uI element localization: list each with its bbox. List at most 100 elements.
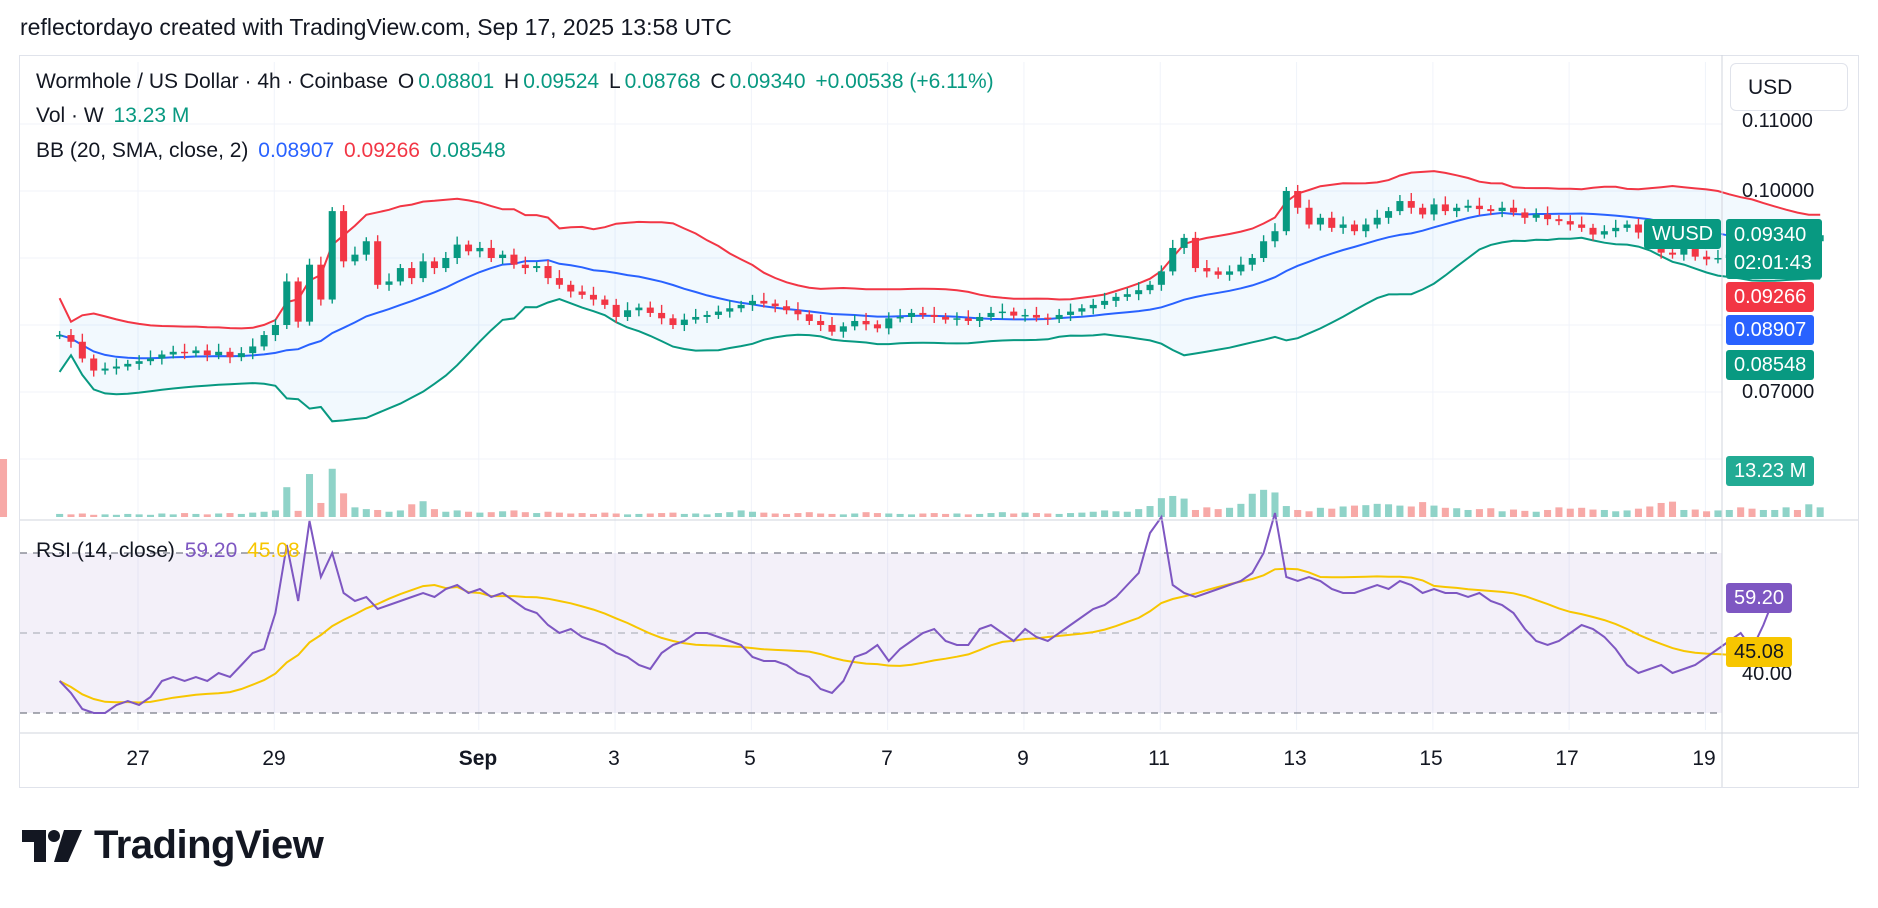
candle-body	[1453, 207, 1461, 212]
candle-body	[271, 325, 279, 336]
symbol-name[interactable]: Wormhole / US Dollar · 4h · Coinbase	[36, 70, 389, 93]
volume-bar	[1169, 495, 1177, 517]
volume-bar	[873, 513, 881, 517]
volume-bar	[510, 510, 518, 517]
volume-bar	[919, 513, 927, 517]
volume-bar	[1714, 510, 1722, 517]
currency-button[interactable]: USD	[1730, 63, 1848, 111]
candle-body	[1566, 221, 1574, 225]
volume-bar	[658, 513, 666, 517]
candle-body	[305, 264, 314, 322]
candle-body	[885, 318, 893, 329]
candle-body	[1316, 217, 1324, 225]
candle-body	[987, 312, 995, 317]
close-label: C	[710, 70, 726, 93]
candle-body	[1668, 252, 1677, 255]
volume-bar	[533, 513, 541, 517]
volume-bar	[1646, 506, 1654, 517]
volume-bar	[476, 512, 484, 517]
candle-body	[1180, 237, 1188, 248]
volume-bar	[839, 514, 847, 517]
candle-body	[181, 351, 189, 354]
price-tick-0-07: 0.07000	[1742, 381, 1815, 403]
candle-body	[976, 316, 984, 321]
candle-body	[896, 316, 904, 319]
x-tick-3: 3	[608, 747, 620, 770]
volume-bar	[465, 511, 473, 517]
volume-bar	[1055, 513, 1063, 517]
candle-body	[794, 310, 802, 315]
candle-body	[1396, 201, 1404, 212]
candle-body	[1305, 207, 1313, 225]
candle-body	[1112, 296, 1120, 301]
volume-bar	[1180, 498, 1188, 517]
volume-bar	[703, 514, 711, 517]
bb-label[interactable]: BB (20, SMA, close, 2)	[36, 139, 249, 162]
volume-bar	[714, 513, 722, 517]
chart-frame[interactable]	[19, 55, 1859, 788]
candle-body	[1464, 205, 1472, 208]
candle-body	[1078, 308, 1086, 312]
candle-body	[839, 326, 847, 332]
candle-body	[1407, 201, 1415, 208]
tradingview-logo[interactable]: TradingView	[22, 823, 324, 868]
candle-body	[56, 335, 64, 337]
volume-bar	[1441, 507, 1449, 517]
volume-bar	[907, 514, 916, 517]
attribution-header: reflectordayo created with TradingView.c…	[20, 14, 732, 40]
volume-bar	[283, 487, 291, 517]
candle-body	[1066, 311, 1075, 315]
volume-bar	[1737, 507, 1745, 517]
volume-bar	[1157, 498, 1165, 517]
candle-body	[1157, 271, 1165, 285]
candle-body	[1237, 264, 1245, 272]
candle-body	[1385, 211, 1393, 218]
volume-bar	[192, 513, 200, 517]
volume-label[interactable]: Vol · W	[36, 104, 104, 127]
candle-body	[1350, 224, 1358, 232]
candle-body	[805, 314, 813, 321]
volume-bar	[1668, 501, 1677, 517]
x-tick-9: 9	[1017, 747, 1029, 770]
candle-body	[1498, 207, 1506, 212]
open-value: 0.08801	[418, 70, 495, 93]
candle-body	[612, 304, 620, 317]
candle-body	[521, 264, 529, 269]
volume-bar	[1271, 492, 1279, 517]
candle-body	[351, 254, 359, 262]
volume-bar	[930, 513, 938, 517]
volume-bar	[555, 512, 563, 517]
volume-bar	[169, 514, 177, 517]
volume-bar	[453, 510, 461, 517]
volume-bar	[305, 474, 314, 517]
volume-bar	[408, 504, 416, 517]
rsi-pane	[20, 512, 1776, 714]
volume-bar	[1350, 505, 1358, 517]
candle-body	[1680, 247, 1688, 255]
candle-body	[192, 350, 200, 354]
volume-bar	[1373, 503, 1381, 517]
rsi-label[interactable]: RSI (14, close)	[36, 539, 175, 562]
chart-canvas[interactable]	[0, 0, 1878, 800]
volume-bar	[1555, 507, 1563, 517]
volume-bar	[430, 509, 438, 517]
volume-bar	[499, 511, 507, 517]
candle-body	[237, 353, 245, 358]
volume-bar	[385, 511, 393, 517]
candle-body	[362, 241, 370, 255]
bb-basis-value: 0.08907	[258, 139, 335, 162]
volume-bars	[0, 459, 1824, 517]
candle-body	[942, 316, 950, 320]
volume-bar	[1691, 509, 1699, 517]
volume-bar	[487, 512, 495, 517]
volume-bar	[1419, 502, 1427, 517]
candle-body	[1328, 217, 1336, 228]
volume-bar	[1214, 509, 1222, 517]
volume-bar	[1509, 509, 1518, 517]
candle-body	[1191, 237, 1199, 269]
volume-bar	[976, 513, 984, 517]
candle-body	[726, 308, 734, 312]
volume-bar	[794, 513, 802, 517]
candle-body	[760, 300, 768, 304]
volume-bar	[1566, 508, 1574, 517]
